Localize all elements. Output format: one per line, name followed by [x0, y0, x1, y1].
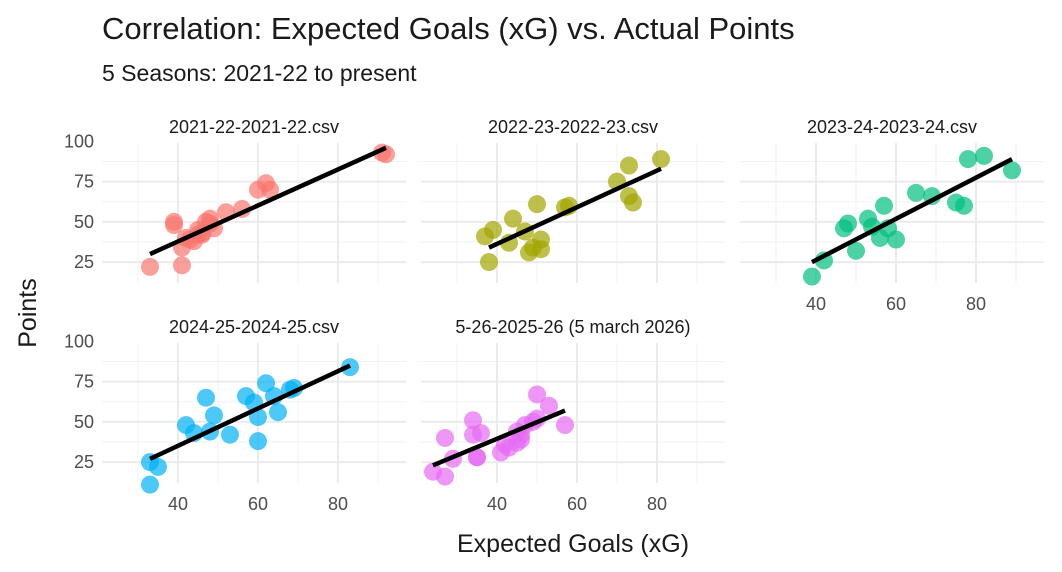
- y-tick-label: 50: [74, 412, 94, 432]
- trend-line: [432, 408, 566, 468]
- data-point: [504, 209, 522, 228]
- data-point: [528, 195, 546, 214]
- data-point: [620, 156, 638, 175]
- y-tick-label: 75: [74, 372, 94, 392]
- panel-4: 2024-25-2024-25.csv 25 50 75 100 40 60 80: [64, 317, 406, 514]
- data-point: [141, 475, 159, 494]
- data-point: [464, 411, 482, 430]
- data-point: [173, 256, 191, 275]
- panel-1: 2021-22-2021-22.csv 25 50 75 100: [64, 117, 406, 283]
- y-tick-label: 25: [74, 252, 94, 272]
- x-tick-label: 40: [487, 494, 507, 514]
- panel-strip-label: 2024-25-2024-25.csv: [169, 317, 339, 337]
- chart-title: Correlation: Expected Goals (xG) vs. Act…: [102, 11, 795, 46]
- data-point: [652, 150, 670, 169]
- data-point: [141, 257, 159, 276]
- panel-5: 5-26-2025-26 (5 march 2026) 40 60 80: [421, 317, 725, 514]
- x-tick-label: 60: [248, 494, 268, 514]
- data-point: [472, 424, 490, 443]
- data-point: [436, 428, 454, 447]
- y-tick-label: 100: [64, 331, 94, 351]
- y-tick-label: 25: [74, 452, 94, 472]
- data-point: [480, 253, 498, 272]
- panel-2: 2022-23-2022-23.csv: [421, 117, 725, 283]
- panel-strip-label: 2023-24-2023-24.csv: [807, 117, 977, 137]
- data-point: [839, 214, 857, 233]
- data-point: [436, 467, 454, 486]
- panel-3: 2023-24-2023-24.csv 40 60 80: [740, 117, 1044, 314]
- y-axis-title: Points: [14, 278, 42, 347]
- data-point: [1003, 161, 1021, 180]
- data-point: [261, 180, 279, 199]
- data-point: [484, 220, 502, 239]
- x-tick-label: 40: [168, 494, 188, 514]
- data-point: [907, 183, 925, 202]
- data-point: [540, 396, 558, 415]
- x-axis-title: Expected Goals (xG): [457, 530, 689, 558]
- trend-line: [810, 157, 1014, 265]
- panel-strip-label: 5-26-2025-26 (5 march 2026): [455, 317, 690, 337]
- data-point: [528, 385, 546, 404]
- chart-subtitle: 5 Seasons: 2021-22 to present: [102, 60, 417, 86]
- trend-line: [149, 363, 351, 461]
- y-tick-label: 50: [74, 212, 94, 232]
- data-point: [532, 240, 550, 259]
- data-point: [269, 403, 287, 422]
- trend-line: [488, 166, 662, 250]
- data-point: [149, 457, 167, 476]
- data-point: [249, 432, 267, 451]
- data-point: [955, 196, 973, 215]
- data-point: [803, 267, 821, 286]
- data-point: [887, 230, 905, 249]
- data-point: [556, 416, 574, 435]
- data-point: [624, 193, 642, 212]
- data-point: [221, 425, 239, 444]
- x-tick-label: 80: [328, 494, 348, 514]
- trend-line: [149, 145, 387, 257]
- x-tick-label: 80: [647, 494, 667, 514]
- panel-strip-label: 2022-23-2022-23.csv: [488, 117, 658, 137]
- y-tick-label: 75: [74, 172, 94, 192]
- data-point: [847, 241, 865, 260]
- data-point: [197, 388, 215, 407]
- data-point: [975, 146, 993, 165]
- data-point: [959, 150, 977, 169]
- data-point: [257, 374, 275, 393]
- x-tick-label: 60: [567, 494, 587, 514]
- x-tick-label: 80: [966, 294, 986, 314]
- data-point: [875, 196, 893, 215]
- x-tick-label: 60: [886, 294, 906, 314]
- data-point: [205, 406, 223, 425]
- data-point: [468, 448, 486, 467]
- data-point: [165, 216, 183, 235]
- panel-strip-label: 2021-22-2021-22.csv: [169, 117, 339, 137]
- y-tick-label: 100: [64, 131, 94, 151]
- x-tick-label: 40: [806, 294, 826, 314]
